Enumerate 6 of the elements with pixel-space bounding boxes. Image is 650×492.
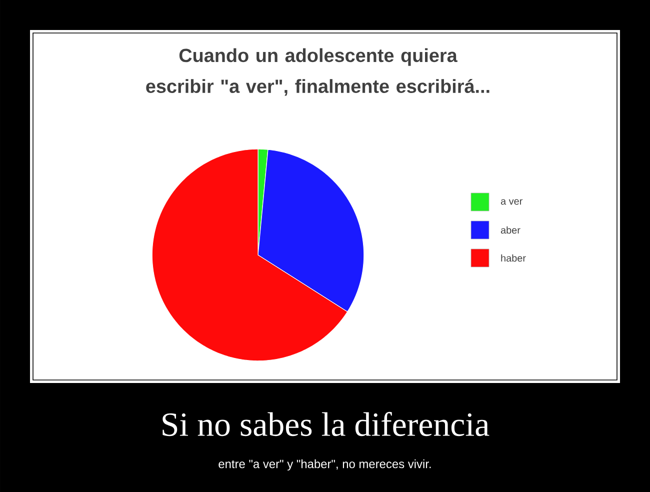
legend-label: aber — [500, 226, 520, 234]
legend-label: haber — [501, 254, 526, 262]
legend-label: a ver — [500, 199, 522, 205]
chart-title: Cuando un adolescente quiera escribir "a ver", finalmente escribirá... — [146, 48, 490, 96]
text: Si no sabes la diferencia — [162, 412, 490, 436]
text: entre "a ver" y "haber", no mereces vivir. — [218, 459, 431, 471]
